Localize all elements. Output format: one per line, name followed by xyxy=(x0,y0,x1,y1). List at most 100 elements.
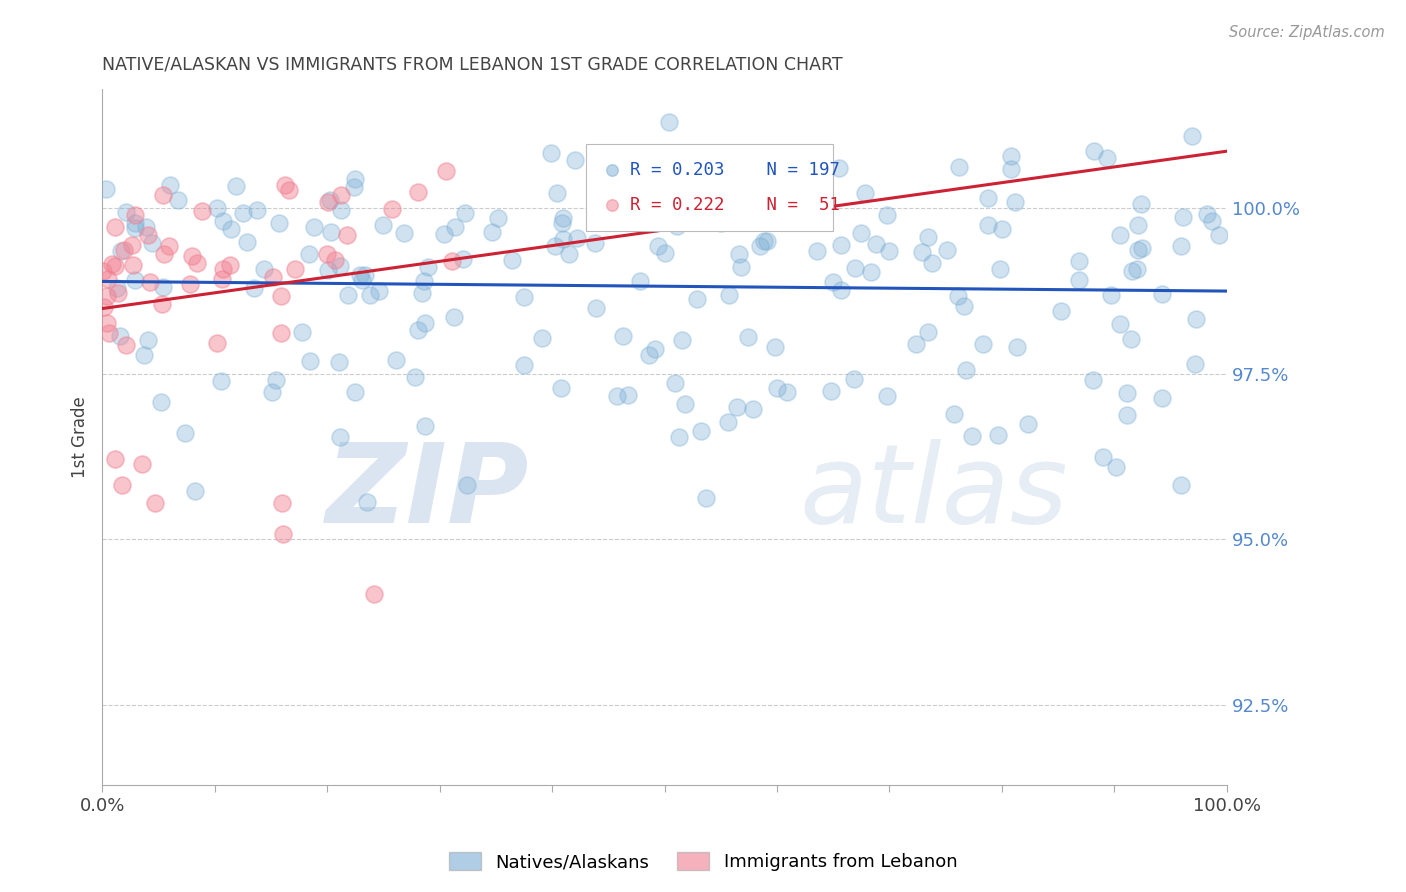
Point xyxy=(921,256,943,270)
Point xyxy=(821,275,844,289)
Point xyxy=(453,252,475,267)
Point xyxy=(513,358,536,372)
Point xyxy=(318,195,340,210)
Point xyxy=(93,300,115,314)
Point xyxy=(1099,287,1122,301)
Point xyxy=(363,587,385,601)
Point xyxy=(583,236,606,251)
Point xyxy=(413,316,436,330)
Point xyxy=(150,395,173,409)
Point xyxy=(135,219,157,234)
Point xyxy=(1195,207,1218,221)
Point xyxy=(1095,151,1118,165)
Point xyxy=(262,270,284,285)
Point xyxy=(152,297,174,311)
Point xyxy=(1208,227,1230,242)
Point xyxy=(531,331,554,345)
Point xyxy=(830,283,852,297)
Point xyxy=(94,182,117,196)
Point xyxy=(212,214,235,228)
Point xyxy=(219,222,242,236)
Legend: Natives/Alaskans, Immigrants from Lebanon: Natives/Alaskans, Immigrants from Lebano… xyxy=(441,846,965,879)
Point xyxy=(776,384,799,399)
Point xyxy=(211,262,233,277)
Point xyxy=(291,325,314,339)
Point xyxy=(876,208,898,222)
Point xyxy=(551,232,574,246)
Point xyxy=(936,243,959,257)
Point xyxy=(408,185,430,199)
Point xyxy=(246,202,269,217)
Point xyxy=(404,370,426,384)
Point xyxy=(115,204,138,219)
Text: R = 0.222    N =  51: R = 0.222 N = 51 xyxy=(630,196,839,214)
Point xyxy=(316,263,339,277)
Point xyxy=(1067,273,1090,287)
Point xyxy=(1109,227,1132,242)
Point xyxy=(264,373,287,387)
Point xyxy=(953,299,976,313)
Point xyxy=(381,202,404,216)
Point xyxy=(315,247,337,261)
Point xyxy=(668,430,690,444)
Point xyxy=(354,268,377,282)
Point xyxy=(657,114,679,128)
Point xyxy=(104,219,127,234)
Point xyxy=(1050,304,1073,318)
Point xyxy=(392,226,415,240)
Point xyxy=(501,252,523,267)
Point xyxy=(1115,385,1137,400)
Point xyxy=(718,207,741,221)
Point xyxy=(323,253,346,268)
Point xyxy=(567,231,589,245)
Text: Source: ZipAtlas.com: Source: ZipAtlas.com xyxy=(1229,25,1385,40)
Point xyxy=(690,424,713,438)
Point xyxy=(876,389,898,403)
Point xyxy=(111,478,134,492)
Point xyxy=(136,227,159,242)
Point xyxy=(91,264,114,278)
Point xyxy=(136,333,159,347)
Point xyxy=(132,348,155,362)
Point xyxy=(209,374,232,388)
Point xyxy=(558,246,581,260)
Point xyxy=(121,238,143,252)
Point xyxy=(412,274,434,288)
Point xyxy=(96,316,118,330)
Point xyxy=(550,382,572,396)
Point xyxy=(664,376,686,390)
Point xyxy=(806,244,828,259)
Point xyxy=(1121,264,1143,278)
Point xyxy=(270,289,292,303)
Point xyxy=(671,333,693,347)
Point xyxy=(1105,460,1128,475)
Point xyxy=(1130,196,1153,211)
Point xyxy=(673,396,696,410)
Point xyxy=(1185,312,1208,326)
Point xyxy=(110,244,132,258)
Point xyxy=(612,329,634,343)
Point xyxy=(278,183,301,197)
Point xyxy=(860,264,883,278)
Point xyxy=(271,496,294,510)
Point xyxy=(749,239,772,253)
Point xyxy=(145,496,167,510)
Point xyxy=(1201,214,1223,228)
Point xyxy=(1116,408,1139,422)
Point xyxy=(349,268,371,282)
Point xyxy=(617,388,640,402)
Point xyxy=(606,389,628,403)
Point xyxy=(1152,392,1174,406)
Point xyxy=(367,285,389,299)
Point xyxy=(336,228,359,243)
Point xyxy=(513,290,536,304)
Point xyxy=(948,160,970,174)
Point xyxy=(488,211,510,226)
Point xyxy=(107,286,129,301)
Point xyxy=(112,243,135,257)
Point xyxy=(225,179,247,194)
Point xyxy=(766,381,789,395)
Point xyxy=(988,262,1011,277)
Point xyxy=(717,288,740,302)
Point xyxy=(946,289,969,303)
